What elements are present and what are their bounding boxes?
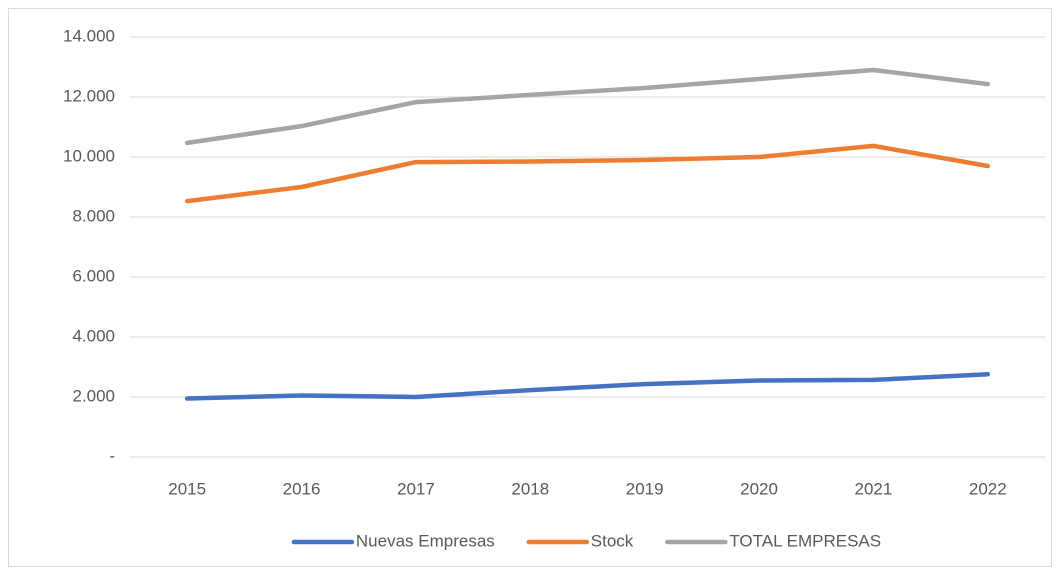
x-tick-label: 2019 <box>626 479 664 498</box>
series-line <box>184 371 991 401</box>
legend-label: Nuevas Empresas <box>356 531 495 550</box>
series-line <box>184 67 991 146</box>
legend-label: Stock <box>591 531 634 550</box>
x-tick-label: 2016 <box>283 479 321 498</box>
legend-label: TOTAL EMPRESAS <box>729 531 881 550</box>
x-tick-label: 2021 <box>855 479 893 498</box>
x-tick-label: 2015 <box>168 479 206 498</box>
y-tick-label: 8.000 <box>72 206 115 225</box>
y-tick-label: 4.000 <box>72 326 115 345</box>
y-tick-label: 2.000 <box>72 386 115 405</box>
x-tick-label: 2020 <box>740 479 778 498</box>
chart-border <box>8 8 1052 567</box>
y-tick-label: 10.000 <box>63 146 115 165</box>
y-tick-label: 12.000 <box>63 86 115 105</box>
y-tick-label: 6.000 <box>72 266 115 285</box>
series-line <box>184 143 991 204</box>
x-tick-label: 2022 <box>969 479 1007 498</box>
x-tick-label: 2018 <box>511 479 549 498</box>
y-tick-label: 14.000 <box>63 26 115 45</box>
y-tick-label: - <box>109 446 115 465</box>
x-tick-label: 2017 <box>397 479 435 498</box>
